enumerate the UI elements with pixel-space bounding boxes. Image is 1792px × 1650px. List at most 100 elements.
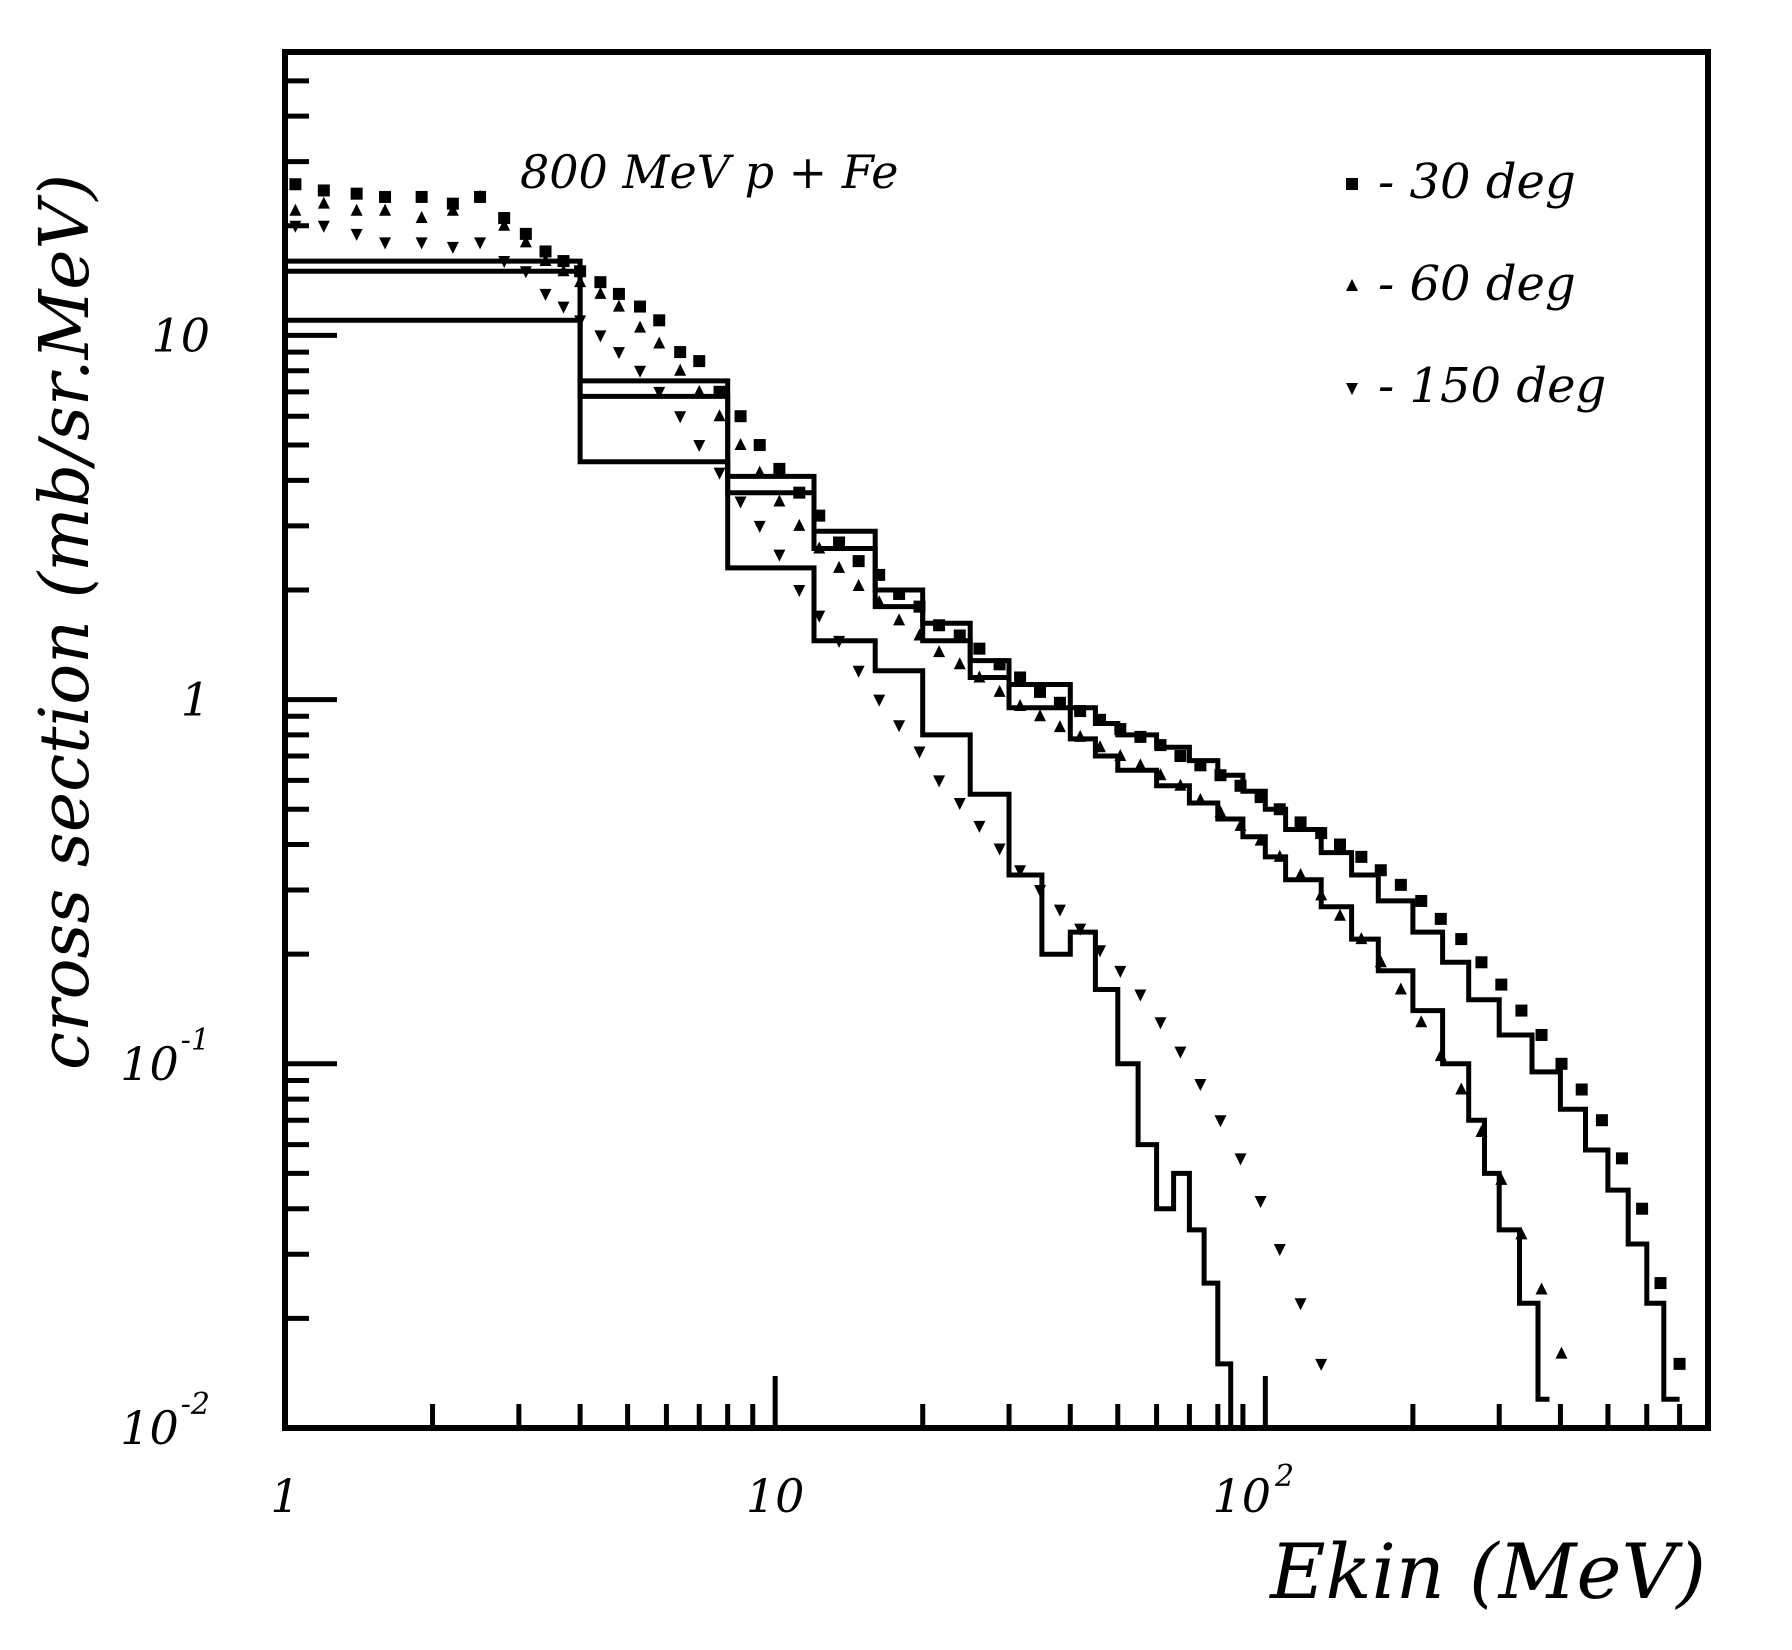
legend-label: - 30 deg	[1378, 154, 1576, 210]
triangle-up-point	[713, 409, 726, 422]
triangle-up-point	[1394, 982, 1407, 995]
step-line-3	[285, 258, 1680, 1402]
triangle-up-point	[519, 235, 532, 248]
square-point	[1575, 1083, 1588, 1096]
triangle-up-point	[1535, 1282, 1548, 1295]
triangle-down-point	[893, 720, 906, 733]
square-point	[773, 462, 786, 475]
x-tick-label: 10 2	[1213, 1459, 1295, 1523]
series-1	[289, 189, 1568, 1359]
triangle-up-point	[893, 613, 906, 626]
square-point	[1636, 1202, 1649, 1215]
y-tick-label: 10-1	[120, 1023, 210, 1091]
series-0	[289, 178, 1686, 1370]
plot-area	[285, 178, 1686, 1428]
x-tick-label: 1	[270, 1469, 299, 1523]
triangle-up-point	[674, 363, 687, 376]
triangle-down-point	[1174, 1046, 1187, 1059]
square-point	[1434, 912, 1447, 925]
square-point	[415, 190, 428, 203]
triangle-down-point	[693, 440, 706, 453]
triangle-up-point	[1294, 867, 1307, 880]
triangle-down-point	[713, 467, 726, 480]
triangle-down-point	[1114, 965, 1127, 978]
square-point	[594, 276, 607, 289]
triangle-up-point	[852, 579, 865, 592]
square-point	[539, 245, 552, 258]
square-point	[1415, 894, 1428, 907]
legend-marker	[1346, 178, 1358, 190]
triangle-up-point	[833, 560, 846, 573]
square-point	[350, 187, 363, 200]
triangle-up-point	[953, 657, 966, 670]
triangle-up-point	[415, 211, 428, 224]
square-point	[1455, 933, 1468, 946]
square-point	[634, 300, 647, 313]
square-point	[653, 314, 666, 327]
square-point	[1673, 1357, 1686, 1370]
triangle-down-point	[753, 520, 766, 533]
triangle-down-point	[933, 775, 946, 788]
triangle-down-point	[1254, 1196, 1267, 1209]
triangle-down-point	[873, 694, 886, 707]
square-point	[1654, 1277, 1667, 1290]
square-point	[289, 178, 302, 191]
triangle-down-point	[1134, 989, 1147, 1002]
triangle-down-point	[474, 237, 487, 250]
y-tick-label: 1	[181, 673, 210, 727]
triangle-up-point	[1053, 720, 1066, 733]
triangle-down-point	[973, 820, 986, 833]
x-axis-title: Ekin (MeV)	[1268, 1527, 1706, 1616]
square-point	[753, 439, 766, 452]
square-point	[833, 536, 846, 549]
triangle-down-point	[773, 549, 786, 562]
triangle-up-point	[1415, 1015, 1428, 1028]
square-point	[612, 287, 625, 300]
triangle-down-point	[1273, 1244, 1286, 1257]
triangle-down-point	[539, 288, 552, 301]
step-line-4	[285, 268, 1550, 1402]
triangle-up-point	[693, 384, 706, 397]
square-point	[1475, 956, 1488, 969]
triangle-down-point	[634, 365, 647, 378]
triangle-up-point	[1333, 908, 1346, 921]
triangle-up-point	[317, 196, 330, 209]
triangle-up-point	[289, 203, 302, 216]
square-point	[1333, 838, 1346, 851]
triangle-down-point	[415, 237, 428, 250]
triangle-down-point	[1014, 865, 1027, 878]
triangle-down-point	[594, 330, 607, 343]
legend: - 30 deg - 60 deg - 150 deg	[1346, 154, 1606, 414]
triangle-up-point	[793, 518, 806, 531]
triangle-up-point	[1455, 1082, 1468, 1095]
data-marks	[285, 178, 1686, 1428]
chart-annotation: 800 MeV p + Fe	[520, 145, 898, 199]
square-point	[1355, 850, 1368, 863]
square-point	[852, 555, 865, 568]
triangle-down-point	[1214, 1115, 1227, 1128]
triangle-up-point	[350, 203, 363, 216]
triangle-up-point	[993, 684, 1006, 697]
legend-label: - 150 deg	[1378, 358, 1606, 414]
triangle-up-point	[1555, 1346, 1568, 1359]
square-point	[379, 190, 392, 203]
square-point	[1174, 750, 1187, 763]
square-point	[317, 184, 330, 197]
triangle-down-point	[557, 301, 570, 314]
triangle-up-point	[612, 299, 625, 312]
triangle-down-point	[1294, 1298, 1307, 1311]
triangle-down-point	[993, 843, 1006, 856]
square-point	[1014, 671, 1027, 684]
triangle-down-point	[1194, 1079, 1207, 1092]
y-tick-label: 10	[151, 308, 210, 362]
triangle-down-point	[1315, 1358, 1328, 1371]
triangle-down-point	[953, 798, 966, 811]
square-point	[1535, 1028, 1548, 1041]
y-axis-title: cross section (mb/sr.MeV)	[26, 174, 105, 1070]
triangle-down-point	[734, 496, 747, 509]
square-point	[498, 212, 511, 225]
square-point	[674, 346, 687, 359]
square-point	[1034, 685, 1047, 698]
triangle-down-point	[674, 411, 687, 424]
